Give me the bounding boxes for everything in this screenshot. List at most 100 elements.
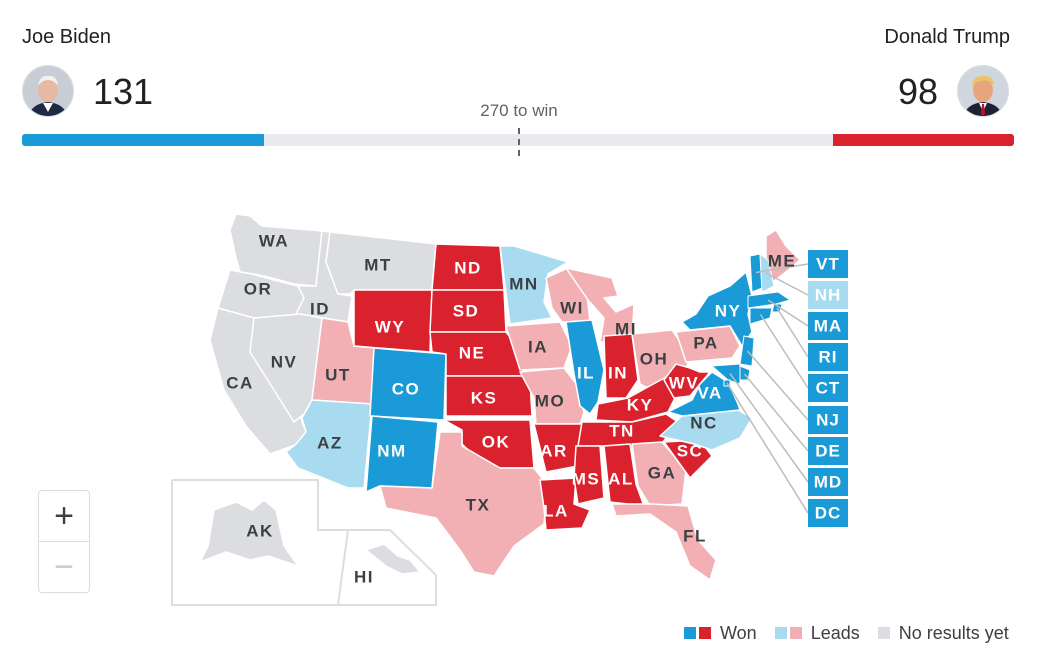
callout-label-ma: MA	[814, 316, 842, 335]
legend-won-label: Won	[720, 622, 757, 643]
state-shape-in[interactable]	[603, 333, 639, 399]
state-label-il: IL	[577, 363, 595, 382]
state-label-mn: MN	[509, 274, 538, 293]
callout-label-dc: DC	[815, 503, 842, 522]
state-label-tn: TN	[609, 421, 635, 440]
zoom-out-button[interactable]: −	[54, 547, 74, 586]
callout-box-dc[interactable]	[808, 499, 848, 527]
callout-leader-ma	[767, 299, 809, 327]
legend-swatch-biden-leads	[774, 627, 787, 639]
state-label-nd: ND	[454, 258, 482, 277]
callout-label-de: DE	[815, 441, 841, 460]
state-shape-nj[interactable]	[739, 335, 755, 367]
callout-leader-nj	[746, 350, 809, 421]
state-label-mo: MO	[535, 391, 565, 410]
state-label-or: OR	[244, 279, 273, 298]
callout-leader-nh	[765, 272, 809, 296]
right-candidate-avatar	[957, 65, 1009, 117]
state-shape-hi[interactable]	[365, 543, 421, 575]
state-label-ok: OK	[482, 432, 511, 451]
state-label-nm: NM	[377, 441, 406, 460]
inset-frames	[171, 479, 437, 606]
state-label-ky: KY	[627, 395, 654, 414]
state-shape-ga[interactable]	[631, 441, 687, 507]
state-shape-ia[interactable]	[505, 321, 573, 371]
state-shape-mn[interactable]	[499, 245, 569, 325]
state-label-wy: WY	[375, 317, 405, 336]
trump-progress-fill	[833, 134, 1014, 146]
win-threshold-marker	[518, 128, 520, 156]
state-label-va: VA	[697, 383, 722, 402]
state-shape-il[interactable]	[565, 319, 605, 415]
state-label-wv: WV	[669, 373, 699, 392]
state-label-ut: UT	[325, 365, 351, 384]
state-label-az: AZ	[317, 433, 343, 452]
callout-label-ri: RI	[819, 347, 838, 366]
small-state-callouts: VT NH MA RI CT NJ DE MD DC	[808, 250, 848, 527]
left-candidate-votes: 131	[93, 71, 154, 112]
left-candidate-name: Joe Biden	[22, 26, 111, 48]
legend-swatch-biden-won	[684, 627, 696, 639]
state-label-ks: KS	[471, 388, 498, 407]
zoom-control: + −	[38, 490, 90, 593]
state-label-nv: NV	[271, 352, 298, 371]
state-shape-ms[interactable]	[573, 445, 605, 505]
state-label-sc: SC	[677, 441, 704, 460]
zoom-in-button[interactable]: +	[39, 491, 89, 542]
right-candidate-votes: 98	[897, 71, 938, 112]
state-shape-mi[interactable]	[565, 267, 635, 343]
right-candidate-name: Donald Trump	[884, 26, 1010, 48]
state-shape-fl[interactable]	[611, 503, 717, 581]
win-threshold-label: 270 to win	[480, 101, 558, 120]
left-candidate-avatar	[22, 65, 74, 117]
state-label-ga: GA	[648, 463, 677, 482]
legend-no-results-label: No results yet	[898, 622, 1009, 643]
callout-label-ct: CT	[816, 378, 841, 397]
state-shape-wv[interactable]	[663, 363, 711, 399]
legend-swatch-trump-leads	[789, 627, 802, 639]
state-shape-az[interactable]	[285, 399, 373, 489]
state-label-ny: NY	[715, 301, 742, 320]
state-label-al: AL	[608, 469, 634, 488]
state-shape-tx[interactable]	[379, 431, 549, 577]
state-label-ne: NE	[459, 343, 486, 362]
state-label-id: ID	[310, 299, 330, 318]
state-label-co: CO	[392, 379, 421, 398]
callout-box-vt[interactable]	[808, 250, 848, 278]
callout-box-nj[interactable]	[808, 406, 848, 434]
callout-box-de[interactable]	[808, 437, 848, 465]
state-label-oh: OH	[640, 349, 669, 368]
callout-leader-de	[743, 373, 809, 452]
legend-leads-label: Leads	[810, 622, 860, 643]
callout-box-ct[interactable]	[808, 374, 848, 402]
state-shape-ks[interactable]	[445, 375, 533, 417]
callout-leader-ri	[776, 307, 809, 358]
state-label-ms: MS	[572, 469, 601, 488]
callout-box-nh[interactable]	[808, 281, 848, 309]
state-label-me: ME	[768, 251, 797, 270]
biden-progress-fill	[22, 134, 264, 146]
callout-leaders	[726, 263, 809, 514]
legend-swatch-no-results	[877, 627, 890, 639]
callout-box-md[interactable]	[808, 468, 848, 496]
state-shape-mo[interactable]	[519, 367, 585, 425]
state-shape-md[interactable]	[710, 363, 741, 385]
callout-box-ma[interactable]	[808, 312, 848, 340]
callout-label-nh: NH	[815, 285, 842, 304]
state-shape-al[interactable]	[603, 443, 645, 507]
callout-leader-ct	[759, 314, 809, 389]
state-label-ca: CA	[226, 373, 254, 392]
state-shape-wa[interactable]	[229, 213, 323, 287]
callout-leader-md	[729, 373, 809, 483]
state-shape-ak[interactable]	[199, 499, 299, 567]
state-label-fl: FL	[683, 526, 707, 545]
state-shape-ar[interactable]	[533, 423, 583, 473]
callout-leader-vt	[755, 263, 809, 274]
state-label-hi: HI	[354, 567, 374, 586]
callout-box-ri[interactable]	[808, 343, 848, 371]
state-label-nc: NC	[690, 413, 718, 432]
state-label-ak: AK	[246, 521, 274, 540]
callout-label-nj: NJ	[816, 410, 840, 429]
state-labels: WA OR CA ID NV MT WY UT AZ CO NM ND SD NE KS OK TX MN IA MO…	[226, 231, 797, 586]
